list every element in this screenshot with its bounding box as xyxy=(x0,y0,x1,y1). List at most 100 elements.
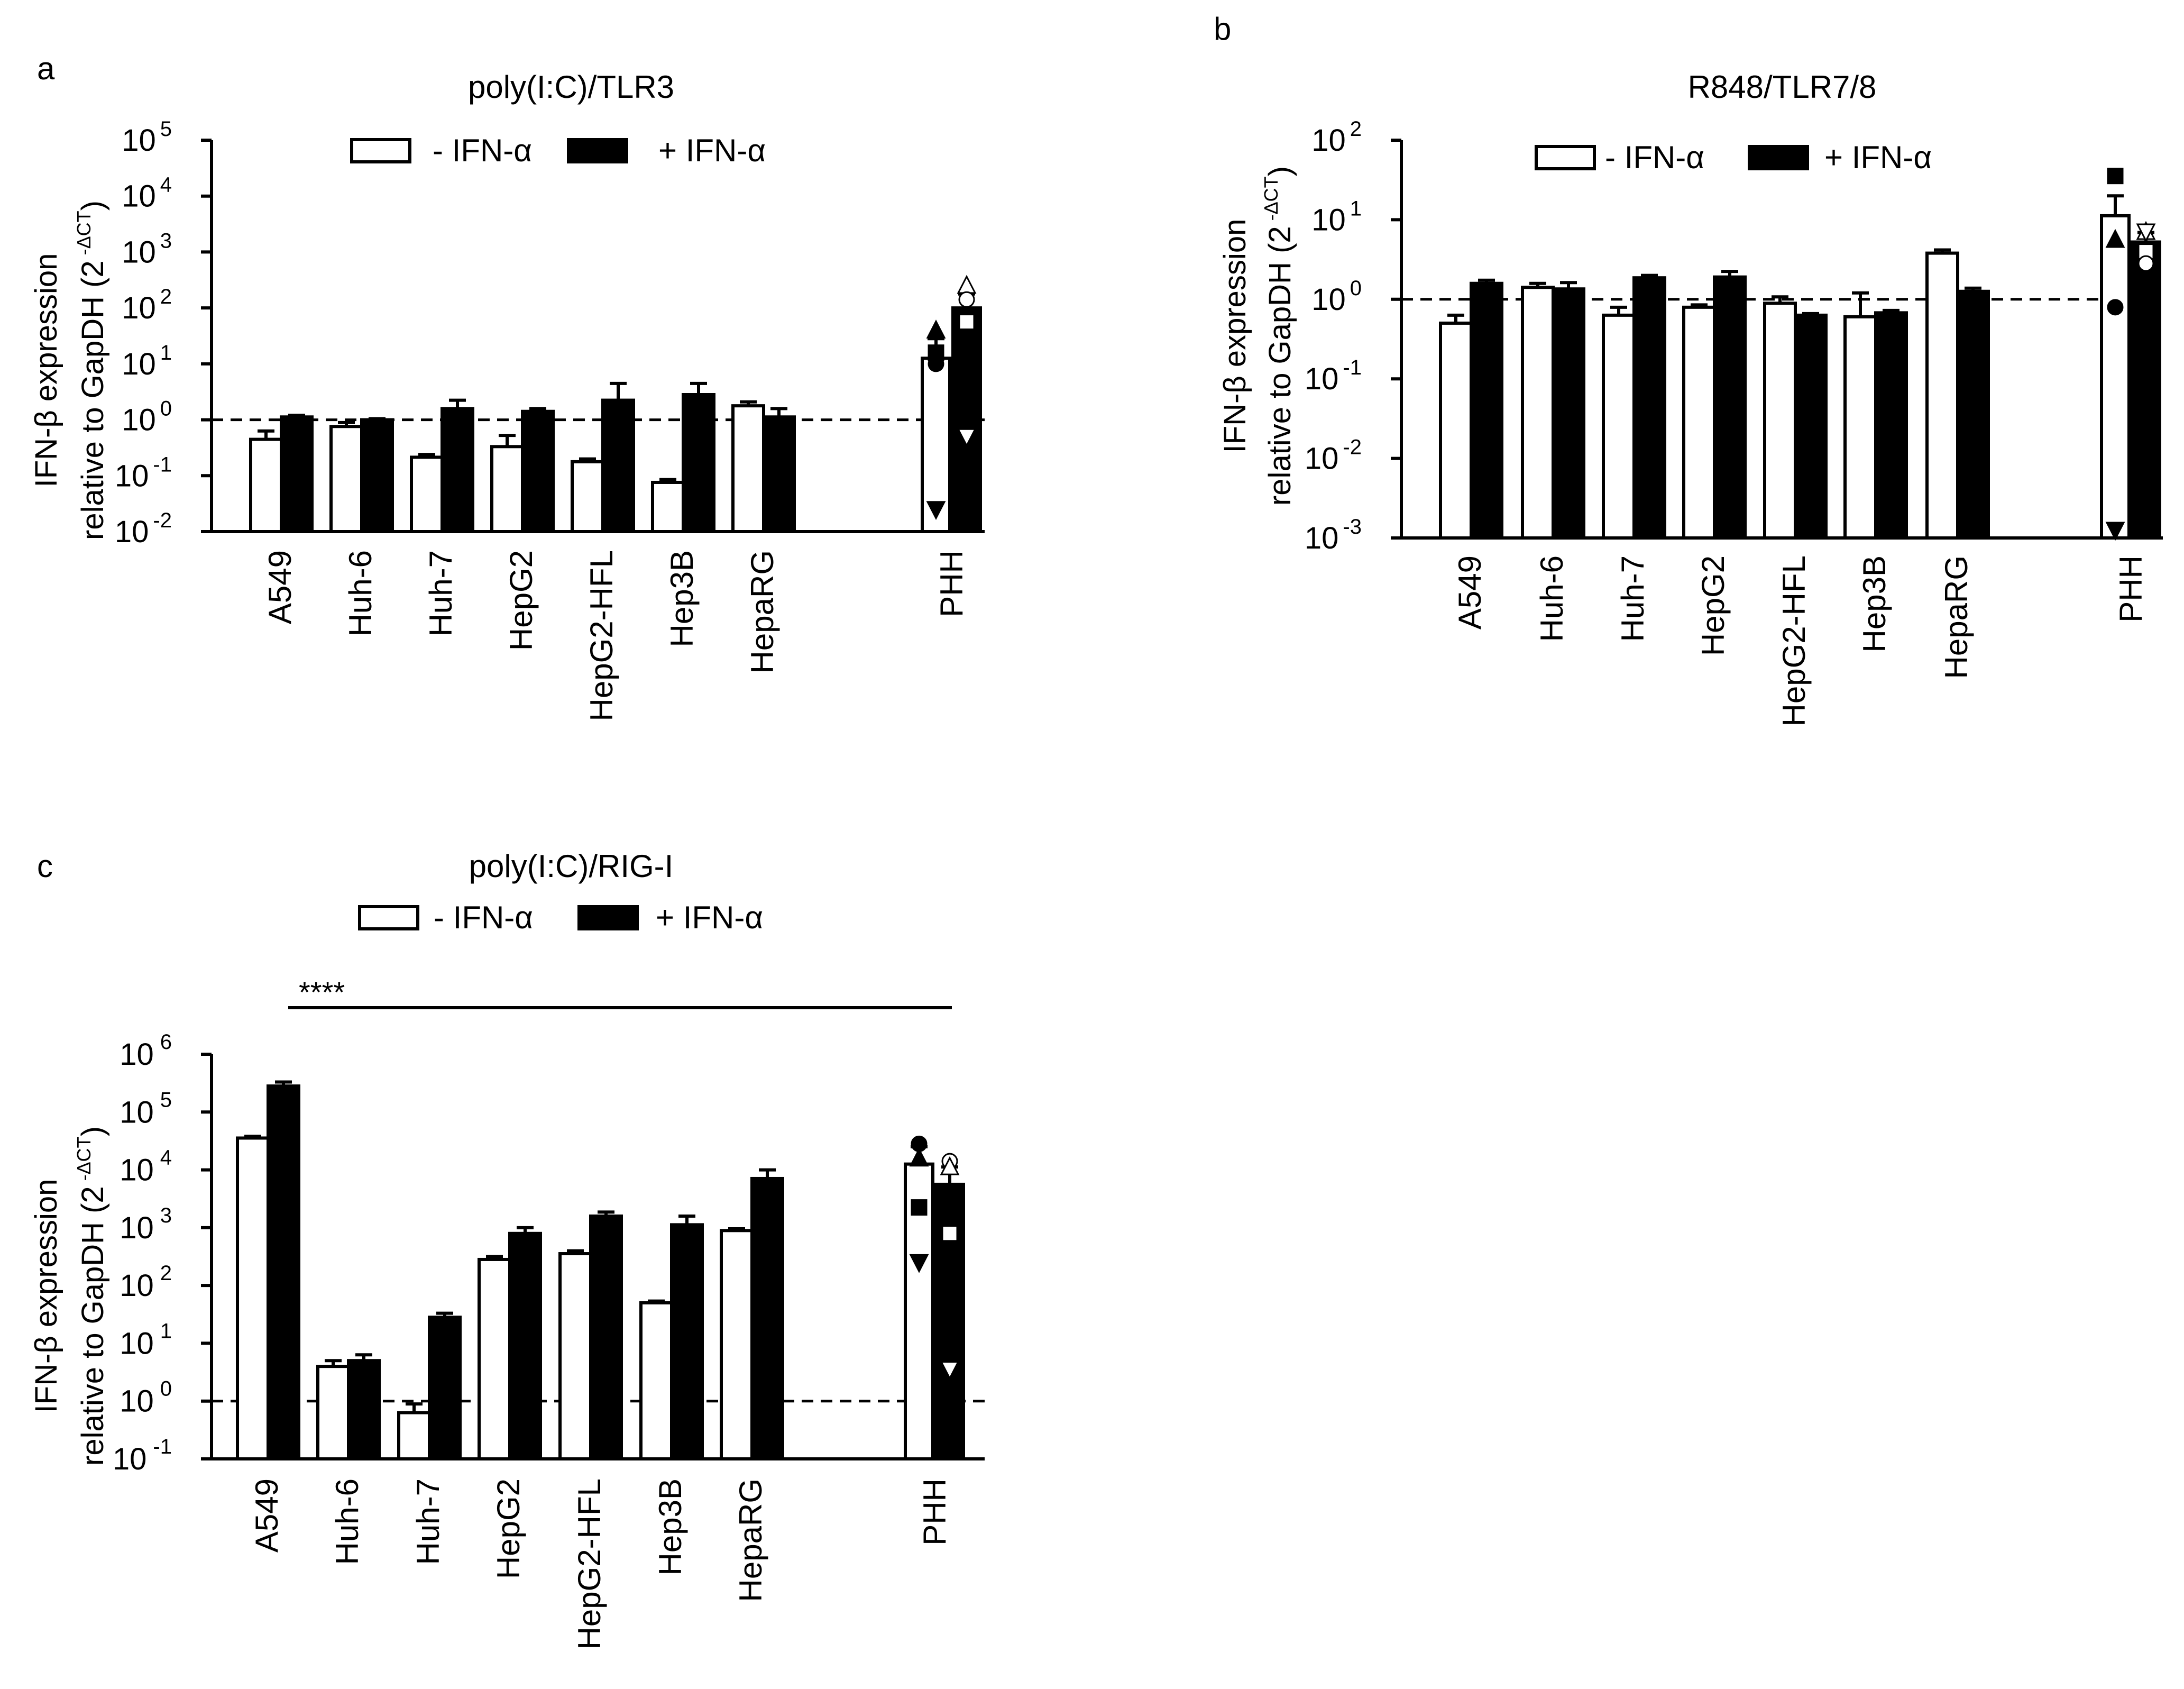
data-point-square xyxy=(941,1225,958,1242)
legend-label-minus: - IFN-α xyxy=(1605,140,1704,175)
x-tick-label: PHH xyxy=(934,550,969,617)
bar-minus xyxy=(1843,315,1877,540)
x-tick-label: HepG2-HFL xyxy=(584,550,619,721)
y-tick-label: 10 0 xyxy=(1311,277,1362,317)
data-point-triangle-up xyxy=(957,275,977,294)
legend-swatch-plus xyxy=(577,905,639,930)
bar-minus xyxy=(249,437,283,533)
y-tick-label: 10 2 xyxy=(1311,117,1362,158)
y-tick-label: 10 -1 xyxy=(115,453,172,493)
bar-plus xyxy=(347,1359,381,1461)
y-tick-label: 10 -2 xyxy=(1305,436,1362,476)
y-tick-label: 10 2 xyxy=(122,285,172,325)
y-axis-label: IFN-β expression xyxy=(29,253,63,488)
bar-minus xyxy=(571,460,604,533)
bar-plus xyxy=(750,1176,784,1461)
y-axis-label-2: relative to GapDH (2 -ΔCT) xyxy=(73,200,110,540)
bar-minus xyxy=(1521,286,1555,540)
y-tick-label: 10 -3 xyxy=(1305,515,1362,555)
bar-plus xyxy=(428,1316,462,1460)
x-tick-label: A549 xyxy=(262,550,298,624)
bar-minus xyxy=(410,455,444,534)
bar-minus xyxy=(1763,302,1797,540)
x-tick-label: HepG2 xyxy=(1695,555,1731,656)
bar-minus xyxy=(651,480,685,534)
y-axis-label-2: relative to GapDH (2 -ΔCT) xyxy=(73,1126,110,1466)
x-tick-label: Hep3B xyxy=(1857,555,1892,652)
y-tick-label: 10 1 xyxy=(120,1319,172,1361)
y-tick-label: 10 6 xyxy=(120,1030,172,1072)
bar-minus xyxy=(236,1136,270,1461)
bar-plus xyxy=(682,393,715,533)
bar-plus xyxy=(589,1215,623,1460)
bar-minus xyxy=(1682,305,1716,540)
legend-label-minus: - IFN-α xyxy=(433,133,532,168)
y-tick-label: 10 -1 xyxy=(1305,356,1362,396)
bar-plus xyxy=(267,1084,300,1461)
data-point-square xyxy=(2107,168,2124,185)
bar-plus xyxy=(2131,240,2161,540)
data-point-triangle-down xyxy=(909,1254,929,1273)
panel-label: a xyxy=(37,51,55,86)
x-tick-label: Huh-7 xyxy=(1615,555,1650,642)
bar-minus xyxy=(329,425,363,533)
chart-title: R848/TLR7/8 xyxy=(1688,69,1877,105)
data-point-circle xyxy=(958,291,975,308)
x-tick-label: HepG2-HFL xyxy=(1776,555,1812,726)
x-tick-label: Hep3B xyxy=(653,1478,688,1575)
y-tick-label: 10 3 xyxy=(120,1204,172,1245)
data-point-square xyxy=(2137,243,2154,260)
x-tick-label: HepG2 xyxy=(491,1478,526,1579)
bar-plus xyxy=(521,409,555,534)
chart-title: poly(I:C)/TLR3 xyxy=(468,69,674,105)
bar-minus xyxy=(639,1301,673,1460)
bar-minus xyxy=(1439,321,1473,540)
y-tick-label: 10 0 xyxy=(120,1377,172,1419)
significance-label: **** xyxy=(299,975,345,1009)
data-point-triangle-down xyxy=(957,428,977,448)
bar-plus xyxy=(280,415,314,533)
x-tick-label: HepaRG xyxy=(733,1478,768,1602)
bar-minus xyxy=(720,1229,754,1461)
bar-minus xyxy=(2100,214,2131,540)
y-tick-label: 10 0 xyxy=(122,397,172,437)
y-tick-label: 10 -2 xyxy=(115,509,172,549)
data-point-circle xyxy=(2137,255,2154,272)
data-point-triangle-down xyxy=(2105,522,2125,541)
bar-plus xyxy=(762,415,796,533)
legend-swatch-minus xyxy=(1535,145,1596,170)
data-point-triangle-down xyxy=(940,1361,960,1380)
data-point-triangle-up xyxy=(2105,229,2125,248)
panel-b-chart: b R848/TLR7/8 - IFN-α + IFN-α IFN-β expressi… xyxy=(1214,11,2163,726)
y-tick-label: 10 1 xyxy=(122,341,172,381)
bar-plus xyxy=(360,418,394,533)
x-tick-label: HepaRG xyxy=(1939,555,1974,679)
chart-title: poly(I:C)/RIG-I xyxy=(469,848,674,884)
legend-label-plus: + IFN-α xyxy=(656,900,763,935)
legend-swatch-minus xyxy=(350,138,411,163)
y-tick-label: 10 5 xyxy=(122,117,172,158)
x-tick-label: A549 xyxy=(1452,555,1488,629)
bar-plus xyxy=(1552,287,1585,540)
data-point-triangle-down xyxy=(2136,223,2156,243)
data-point-square xyxy=(911,1199,928,1216)
y-tick-label: 10 4 xyxy=(122,174,172,214)
bar-plus xyxy=(1956,289,1990,540)
y-axis-label: IFN-β expression xyxy=(29,1179,63,1413)
bar-minus xyxy=(731,404,765,534)
y-axis-label-2: relative to GapDH (2 -ΔCT) xyxy=(1260,166,1297,506)
bar-plus xyxy=(1794,313,1828,540)
x-tick-label: Huh-6 xyxy=(343,550,378,636)
x-tick-label: PHH xyxy=(2113,555,2149,623)
x-tick-label: Hep3B xyxy=(664,550,700,647)
bar-plus xyxy=(670,1223,704,1460)
y-tick-label: 10 2 xyxy=(120,1262,172,1303)
legend-swatch-plus xyxy=(567,138,628,163)
panel-a-chart: a poly(I:C)/TLR3 - IFN-α + IFN-α IFN-β expre… xyxy=(29,51,985,721)
panel-c-chart: c poly(I:C)/RIG-I - IFN-α + IFN-α IFN-β expr… xyxy=(29,848,985,1649)
bar-minus xyxy=(316,1365,350,1460)
y-tick-label: 10 1 xyxy=(1311,197,1362,237)
bar-plus xyxy=(508,1231,542,1460)
data-point-triangle-up xyxy=(926,319,946,339)
